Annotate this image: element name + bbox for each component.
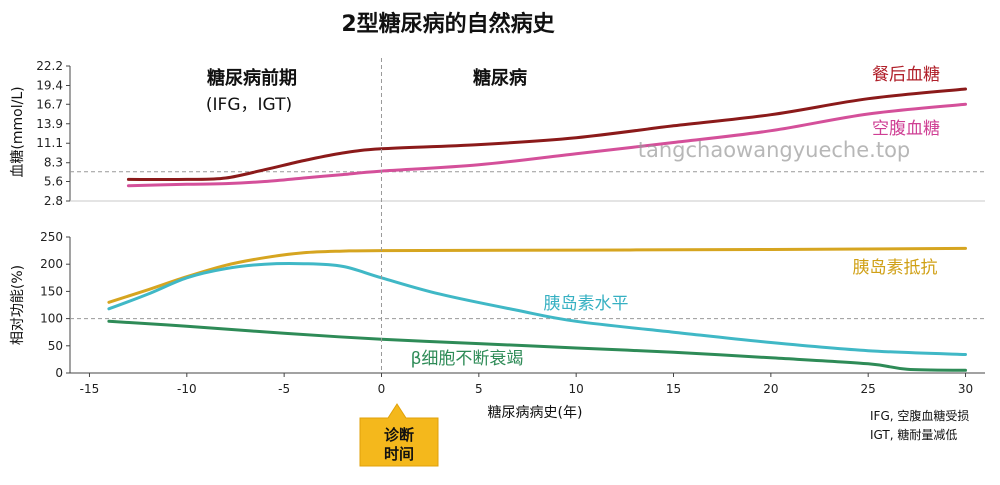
bottom-y-tick-label: 200: [40, 257, 63, 271]
footnote-igt: IGT, 糖耐量减低: [870, 427, 957, 442]
chart-title: 2型糖尿病的自然病史: [341, 11, 555, 37]
pre-period-sublabel: (IFG，IGT): [206, 95, 292, 115]
bottom-x-tick-label: 25: [861, 382, 876, 396]
top-y-tick-label: 22.2: [36, 59, 63, 73]
series-label-beta-cell: β细胞不断衰竭: [411, 349, 524, 369]
bottom-x-tick-label: 0: [378, 382, 386, 396]
bottom-series-line-2: [107, 319, 967, 372]
bottom-x-tick-label: 10: [569, 382, 584, 396]
bottom-y-tick-label: 100: [40, 312, 63, 326]
bottom-x-tick-label: 20: [763, 382, 778, 396]
top-y-tick-label: 11.1: [36, 136, 63, 150]
top-series-line-0: [126, 87, 967, 182]
top-y-tick-label: 16.7: [36, 97, 63, 111]
bottom-panel: 0 50 100 150 200 250 -15 -10 -5 0 5 10 15 20 25 30: [40, 230, 985, 396]
diagnosis-badge: 诊断 时间: [359, 403, 439, 467]
bottom-y-tick-label: 0: [55, 366, 63, 380]
bottom-series-line-0: [107, 246, 967, 304]
top-y-tick-label: 8.3: [44, 156, 63, 170]
bottom-x-tick-label: -10: [177, 382, 197, 396]
bottom-x-tick-label: -15: [80, 382, 100, 396]
series-label-insulin-resistance: 胰岛素抵抗: [853, 258, 938, 278]
top-y-tick-label: 2.8: [44, 194, 63, 208]
bottom-y-axis-title: 相对功能(%): [10, 265, 26, 345]
post-period-label: 糖尿病: [473, 67, 527, 89]
badge-line1: 诊断: [384, 426, 414, 444]
badge-shape: [359, 403, 439, 467]
top-y-axis-title: 血糖(mmol/L): [10, 86, 26, 177]
top-series-line-1: [126, 102, 967, 188]
series-label-postprandial: 餐后血糖: [872, 65, 940, 85]
bottom-y-tick-label: 150: [40, 284, 63, 298]
bottom-y-tick-label: 250: [40, 230, 63, 244]
pre-period-label: 糖尿病前期: [207, 67, 297, 89]
bottom-series-line-1: [107, 261, 967, 356]
bottom-x-tick-label: 15: [666, 382, 681, 396]
top-y-tick-label: 5.6: [44, 175, 63, 189]
top-y-tick-label: 19.4: [36, 78, 63, 92]
bottom-y-tick-label: 50: [48, 339, 63, 353]
footnote-ifg: IFG, 空腹血糖受损: [870, 408, 969, 423]
badge-line2: 时间: [384, 445, 414, 463]
series-label-insulin-level: 胰岛素水平: [544, 294, 629, 314]
top-y-tick-label: 13.9: [36, 117, 63, 131]
bottom-x-tick-label: 30: [958, 382, 973, 396]
bottom-x-tick-label: 5: [475, 382, 483, 396]
bottom-x-tick-label: -5: [278, 382, 290, 396]
series-label-fasting: 空腹血糖: [872, 119, 940, 139]
watermark: tangchaowangyueche.top: [638, 138, 911, 162]
x-axis-title: 糖尿病病史(年): [488, 405, 583, 421]
top-panel: 2.8 5.6 8.3 11.1 13.9 16.7 19.4 22.2: [36, 59, 985, 208]
